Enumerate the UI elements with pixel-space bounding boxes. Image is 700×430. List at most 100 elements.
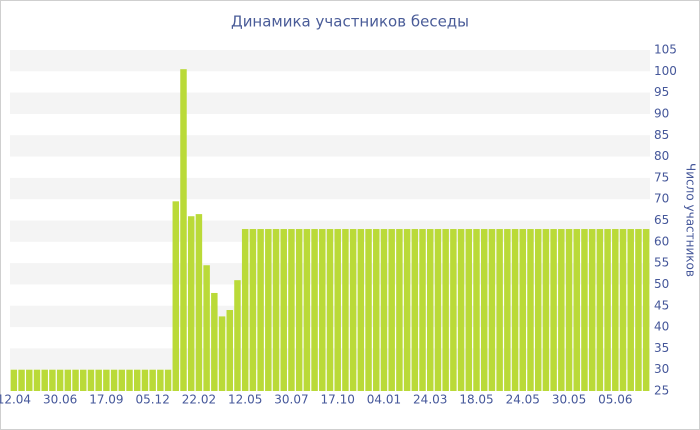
y-tick-label: 85 <box>654 128 669 142</box>
y-tick-label: 50 <box>654 277 669 291</box>
x-tick-label: 30.06 <box>43 393 77 407</box>
x-tick-label: 24.05 <box>506 393 540 407</box>
bar <box>180 69 187 392</box>
bar <box>226 310 233 391</box>
bar <box>164 369 172 391</box>
x-tick-label: 12.05 <box>228 393 262 407</box>
bar <box>326 229 334 391</box>
bar <box>365 229 372 391</box>
bar <box>126 369 133 391</box>
bar <box>265 229 272 391</box>
bar <box>496 229 503 391</box>
bar <box>612 229 619 391</box>
y-axis-label: Число участников <box>684 163 698 277</box>
bar <box>635 229 642 391</box>
bar <box>72 369 79 391</box>
bar <box>619 229 627 391</box>
bar <box>288 229 295 391</box>
bar <box>118 369 126 391</box>
x-tick-label: 18.05 <box>459 393 493 407</box>
bar <box>141 369 149 391</box>
bar <box>550 229 557 391</box>
bar <box>480 229 488 391</box>
y-tick-label: 40 <box>654 320 669 334</box>
bar <box>465 229 473 391</box>
y-tick-label: 30 <box>654 362 669 376</box>
bar <box>542 229 550 391</box>
bar <box>133 369 141 391</box>
bar <box>457 229 465 391</box>
bar <box>280 229 287 391</box>
bar <box>534 229 542 391</box>
bar <box>272 229 280 391</box>
bar <box>596 229 604 391</box>
bar <box>488 229 496 391</box>
bar <box>157 369 164 391</box>
bar <box>388 229 395 391</box>
x-tick-label: 22.02 <box>182 393 216 407</box>
bar <box>95 369 102 391</box>
bar <box>627 229 634 391</box>
y-tick-label: 60 <box>654 234 669 248</box>
bar <box>380 229 388 391</box>
x-tick-label: 05.12 <box>135 393 169 407</box>
bar <box>295 229 303 391</box>
bar <box>642 229 650 391</box>
bar <box>319 229 326 391</box>
bar <box>187 216 195 391</box>
bar <box>218 316 226 391</box>
x-tick-label: 17.10 <box>321 393 355 407</box>
bar <box>87 369 95 391</box>
bar <box>565 229 573 391</box>
bar <box>558 229 565 391</box>
y-tick-label: 75 <box>654 170 669 184</box>
x-tick-label: 24.03 <box>413 393 447 407</box>
bar <box>303 229 311 391</box>
x-tick-label: 30.05 <box>552 393 586 407</box>
bar <box>149 369 156 391</box>
bar <box>434 229 442 391</box>
bar <box>211 292 218 391</box>
bar <box>442 229 449 391</box>
bar <box>203 265 210 391</box>
y-tick-label: 70 <box>654 192 669 206</box>
bar <box>473 229 480 391</box>
bar <box>581 229 588 391</box>
y-tick-label: 105 <box>654 43 677 57</box>
grid-band <box>10 92 650 114</box>
y-tick-label: 65 <box>654 213 669 227</box>
bar <box>234 280 241 391</box>
bar <box>357 229 365 391</box>
y-tick-label: 55 <box>654 256 669 270</box>
grid-band <box>10 177 650 200</box>
bar <box>604 229 611 391</box>
bar <box>403 229 411 391</box>
x-tick-label: 05.06 <box>598 393 632 407</box>
bar <box>172 201 180 391</box>
bar <box>511 229 519 391</box>
bar <box>80 369 87 391</box>
bar <box>373 229 380 391</box>
chart-title: Динамика участников беседы <box>231 13 469 31</box>
bar <box>396 229 403 391</box>
y-tick-label: 25 <box>654 384 669 398</box>
bar <box>427 229 434 391</box>
bar <box>311 229 318 391</box>
bar <box>573 229 580 391</box>
bar <box>49 369 56 391</box>
bar <box>349 229 357 391</box>
bar <box>241 229 249 391</box>
bar <box>64 369 72 391</box>
bar <box>103 369 110 391</box>
x-tick-label: 17.09 <box>89 393 123 407</box>
bar <box>56 369 64 391</box>
bar <box>334 229 341 391</box>
y-tick-label: 45 <box>654 298 669 312</box>
x-tick-label: 30.07 <box>274 393 308 407</box>
y-tick-label: 95 <box>654 85 669 99</box>
bar <box>419 229 426 391</box>
x-tick-label: 04.01 <box>367 393 401 407</box>
bar <box>41 369 48 391</box>
bar <box>195 214 203 391</box>
